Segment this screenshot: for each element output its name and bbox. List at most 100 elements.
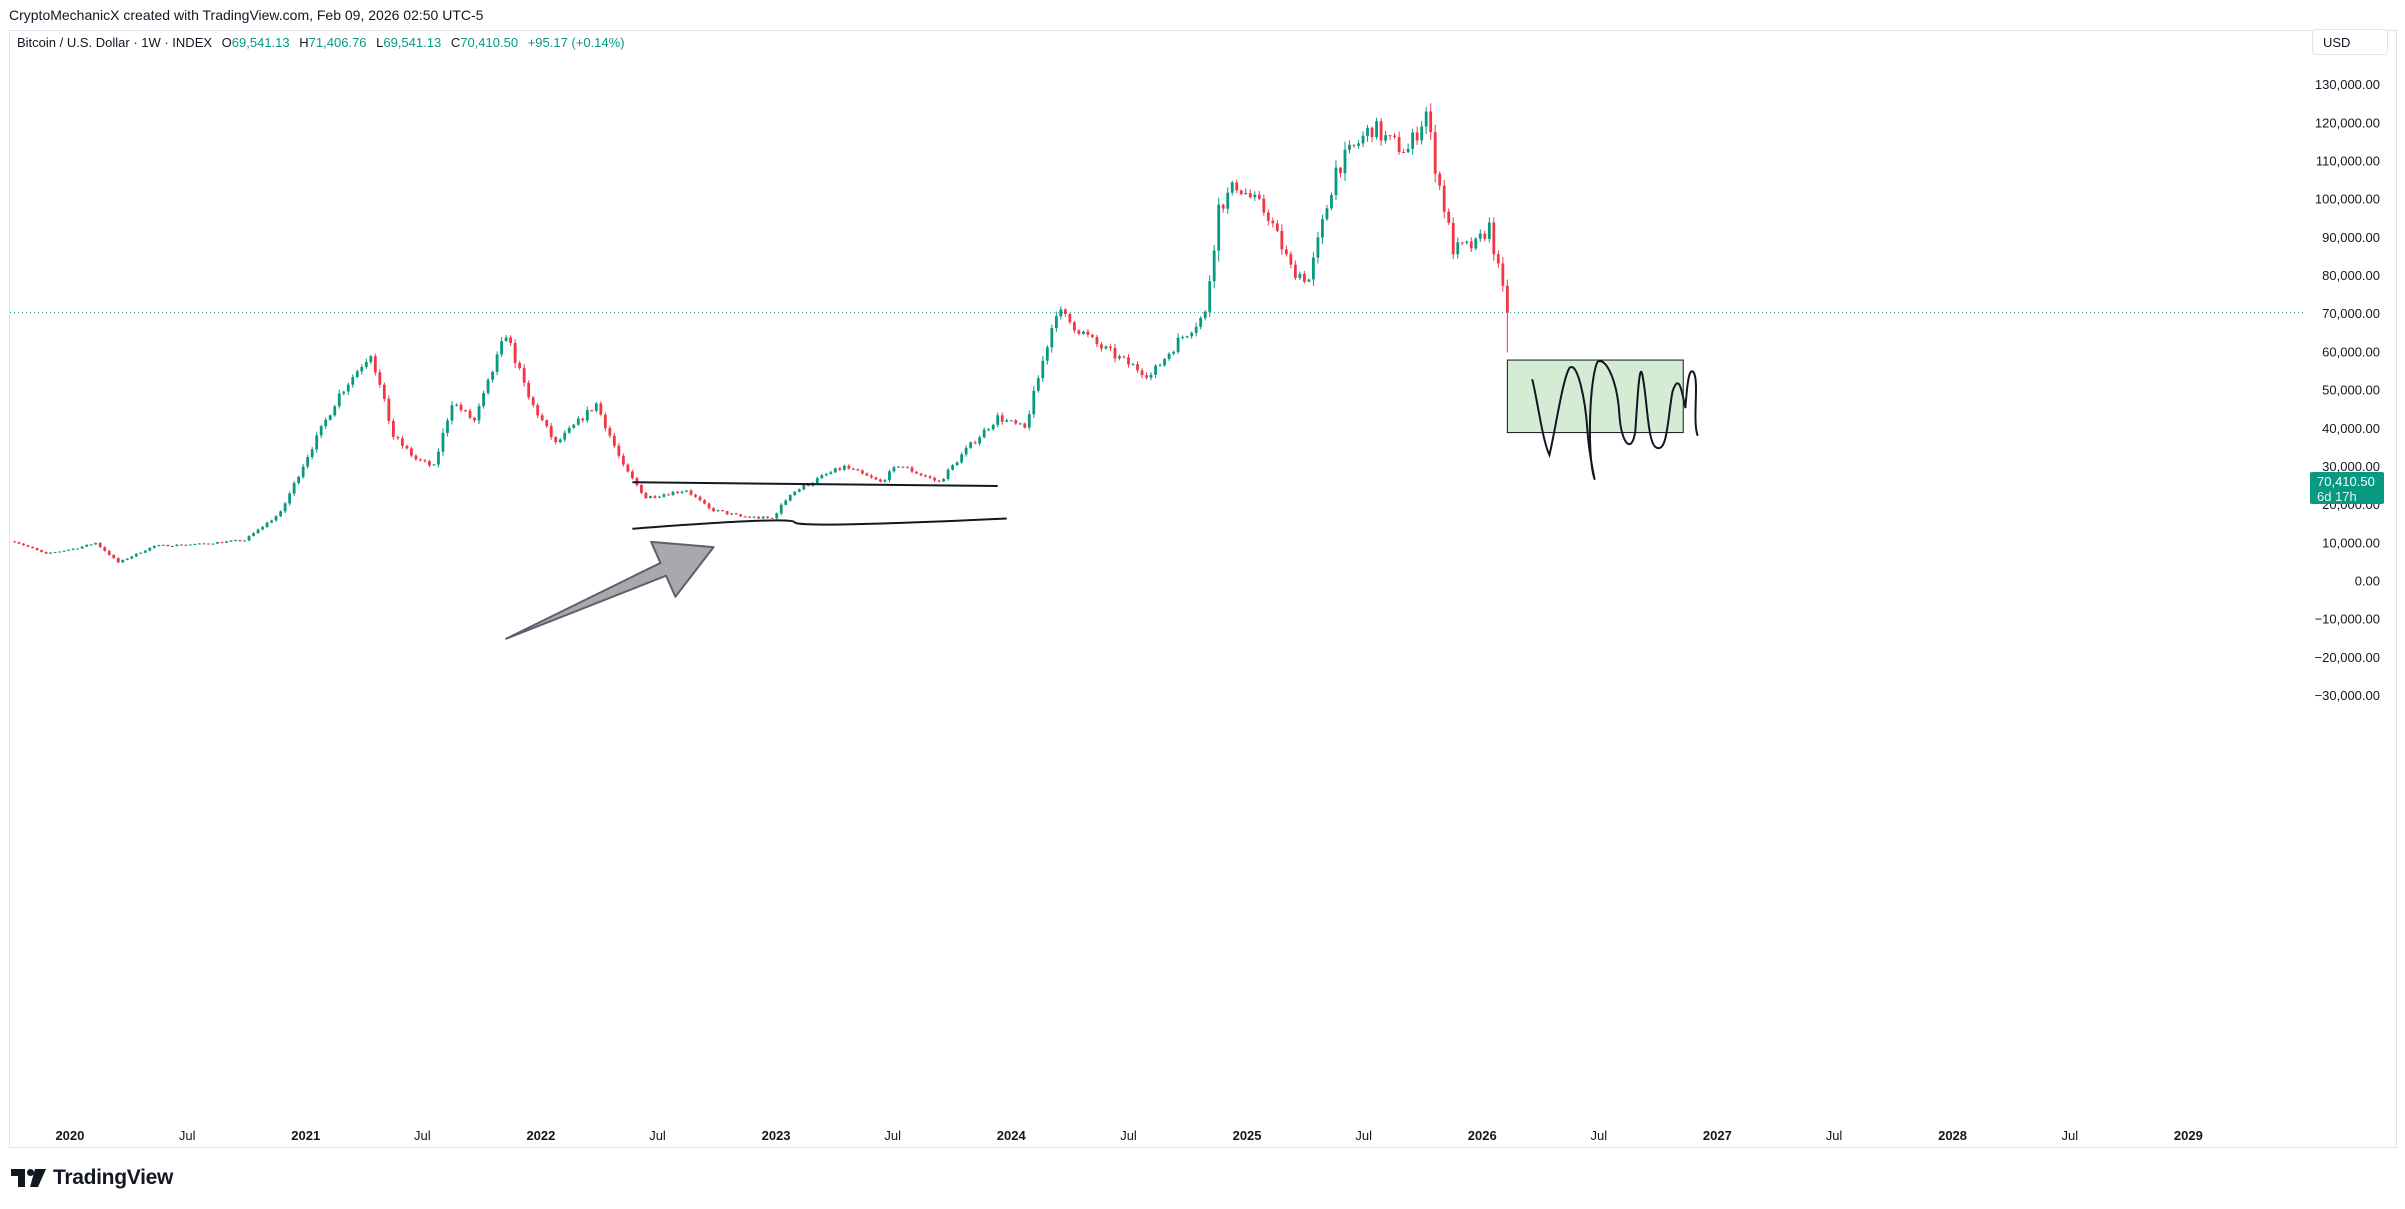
candle-body <box>468 410 472 418</box>
candle-body <box>1361 135 1365 144</box>
candle-body <box>1063 309 1067 315</box>
x-tick-label: 2025 <box>1233 1128 1262 1143</box>
candle-body <box>644 492 648 499</box>
x-tick-label: 2023 <box>762 1128 791 1143</box>
candle-body <box>198 543 201 545</box>
candle-body <box>585 410 589 421</box>
candle-body <box>1352 144 1356 146</box>
candle-body <box>1005 420 1009 422</box>
candle-body <box>58 551 62 553</box>
candle-body <box>243 540 246 542</box>
candle-body <box>98 542 102 548</box>
candle-body <box>671 491 675 496</box>
candle-body <box>522 367 526 383</box>
candle-body <box>969 442 973 448</box>
candle-body <box>1239 190 1243 195</box>
candle-body <box>919 473 923 476</box>
candle-body <box>1474 238 1478 249</box>
currency-selector[interactable]: USD <box>2312 29 2388 55</box>
candle-body <box>594 403 598 411</box>
candle-body <box>513 343 517 364</box>
y-tick-label: 40,000.00 <box>2322 421 2380 436</box>
tradingview-logo-icon <box>11 1169 46 1187</box>
candle-body <box>112 554 116 559</box>
x-tick-label: Jul <box>1826 1128 1843 1143</box>
candle-body <box>658 496 661 498</box>
candle-body <box>1293 264 1297 279</box>
candle-body <box>847 465 851 469</box>
candle-body <box>590 410 594 412</box>
candle-body <box>437 451 440 465</box>
candle-body <box>482 392 485 407</box>
candle-body <box>1379 121 1383 141</box>
candle-body <box>1307 279 1311 282</box>
candle-body <box>667 494 670 496</box>
candle-body <box>432 464 436 466</box>
candle-body <box>1321 219 1324 238</box>
candle-body <box>721 510 724 512</box>
freehand-scribble <box>1531 360 1699 480</box>
candle-body <box>1330 195 1333 209</box>
candle-body <box>107 550 111 555</box>
candle-body <box>170 546 174 548</box>
candle-body <box>1140 370 1144 376</box>
tradingview-logo[interactable]: TradingView <box>11 1166 173 1190</box>
candle-body <box>252 533 255 537</box>
candle-body <box>608 428 612 436</box>
candle-body <box>387 398 391 421</box>
candle-body <box>53 552 57 554</box>
candle-body <box>80 546 84 549</box>
candle-body <box>1334 167 1338 196</box>
x-tick-label: 2027 <box>1703 1128 1732 1143</box>
chart-frame[interactable] <box>9 30 2397 1148</box>
candle-body <box>423 460 427 462</box>
candle-body <box>301 466 305 477</box>
candle-body <box>333 406 337 416</box>
candle-body <box>1316 237 1320 258</box>
candle-body <box>26 545 30 547</box>
candle-body <box>1109 346 1112 349</box>
candle-body <box>1303 273 1306 282</box>
candle-body <box>319 426 323 436</box>
candle-body <box>1492 222 1496 255</box>
candle-body <box>518 363 522 368</box>
candle-body <box>1357 143 1360 146</box>
candle-body <box>842 465 846 470</box>
last-price-badge: 70,410.50 6d 17h <box>2310 472 2384 504</box>
candle-body <box>1113 348 1117 359</box>
candle-body <box>870 475 873 478</box>
last-price-value: 70,410.50 <box>2317 474 2375 489</box>
close-value: 70,410.50 <box>460 35 519 50</box>
candle-body <box>883 480 887 482</box>
candle-body <box>861 470 864 474</box>
candle-body <box>1199 317 1203 327</box>
candle-body <box>1163 359 1166 366</box>
x-tick-label: 2028 <box>1938 1128 1967 1143</box>
y-tick-label: 80,000.00 <box>2322 268 2380 283</box>
candle-body <box>856 469 860 471</box>
candle-body <box>364 361 368 368</box>
candle-body <box>662 494 666 497</box>
candle-body <box>67 549 71 551</box>
candle-body <box>1226 192 1230 209</box>
candle-body <box>229 540 233 542</box>
candle-body <box>225 541 228 543</box>
candle-body <box>369 356 373 362</box>
candle-body <box>1230 182 1234 193</box>
candle-body <box>1456 242 1460 255</box>
candle-body <box>405 445 409 449</box>
candle-body <box>441 432 445 452</box>
candle-body <box>1478 233 1482 239</box>
candle-body <box>1284 249 1288 255</box>
symbol-label[interactable]: Bitcoin / U.S. Dollar · 1W · INDEX <box>17 35 213 50</box>
candle-body <box>310 449 314 457</box>
candle-body <box>572 424 576 428</box>
candle-body <box>121 559 125 563</box>
candle-body <box>486 379 490 393</box>
candle-body <box>504 337 508 342</box>
candle-body <box>928 476 932 478</box>
candle-body <box>897 466 900 468</box>
y-tick-label: 100,000.00 <box>2315 192 2380 207</box>
x-tick-label: 2022 <box>526 1128 555 1143</box>
